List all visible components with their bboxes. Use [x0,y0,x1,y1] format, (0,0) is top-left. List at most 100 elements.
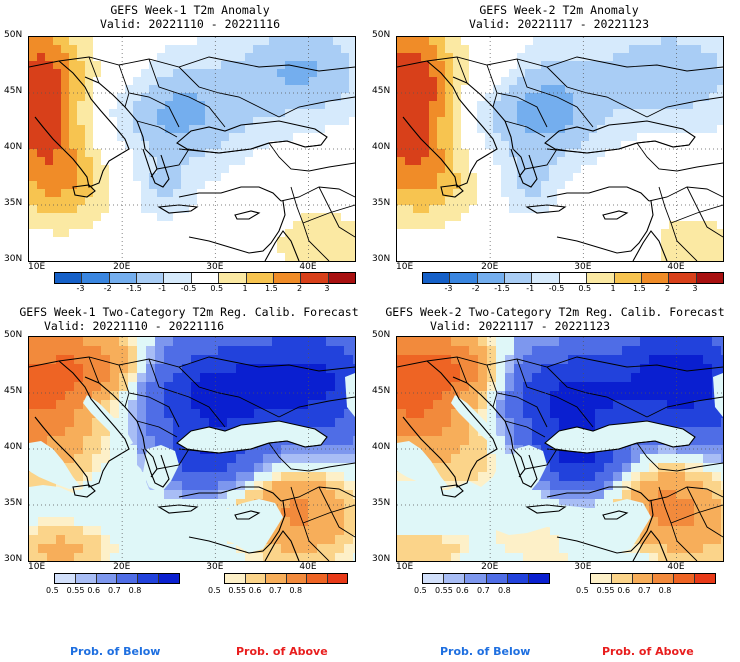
anomaly-cell [101,253,110,261]
probability-cell [676,445,686,455]
anomaly-cell [277,85,286,94]
probability-cell [685,382,695,392]
anomaly-cell [309,181,318,190]
anomaly-cell [421,213,430,222]
anomaly-cell [157,101,166,110]
anomaly-cell [125,229,134,238]
anomaly-cell [333,245,342,254]
probability-cell [326,517,336,527]
anomaly-cell [637,213,646,222]
probability-cell [397,373,407,383]
anomaly-cell [261,45,270,54]
probability-cell [406,427,416,437]
probability-cell [433,346,443,356]
probability-cell [460,454,470,464]
border-5 [124,392,130,408]
probability-cell [460,553,470,561]
anomaly-cell [437,157,446,166]
anomaly-cell [333,189,342,198]
probability-cell [667,463,677,473]
anomaly-cell [621,125,630,134]
anomaly-cell [149,213,158,222]
anomaly-cell [269,221,278,230]
anomaly-cell [29,101,38,110]
anomaly-cell [493,229,502,238]
probability-cell [317,454,327,464]
probability-cell [200,364,210,374]
anomaly-cell [429,245,438,254]
probability-cell [559,382,569,392]
anomaly-cell [261,109,270,118]
probability-cell [272,472,282,482]
probability-cell [442,391,452,401]
probability-cell [658,391,668,401]
anomaly-cell [253,37,262,46]
anomaly-cell [533,77,542,86]
anomaly-cell [125,69,134,78]
probability-cell [640,544,650,554]
probability-cell [694,535,704,545]
probability-cell [326,544,336,554]
anomaly-cell [589,85,598,94]
probability-cell [344,364,354,374]
probability-cell [487,364,497,374]
anomaly-cell [277,173,286,182]
anomaly-cell [709,109,718,118]
anomaly-cell [525,245,534,254]
probability-cell [344,337,354,347]
anomaly-cell [93,149,102,158]
anomaly-cell [285,221,294,230]
probability-cell [460,337,470,347]
anomaly-cell [557,245,566,254]
probability-cell [451,445,461,455]
anomaly-cell [349,229,355,238]
probability-cell [335,490,345,500]
probability-cell [595,373,605,383]
anomaly-cell [61,61,70,70]
probability-cell [353,508,355,518]
anomaly-cell [541,157,550,166]
anomaly-cell [165,165,174,174]
probability-cell [155,373,165,383]
anomaly-cell [661,109,670,118]
probability-cell [317,481,327,491]
anomaly-cell [669,61,678,70]
anomaly-cell [181,213,190,222]
probability-cell [604,553,614,561]
anomaly-cell [269,149,278,158]
anomaly-cell [157,229,166,238]
anomaly-cell [429,197,438,206]
probability-cell [568,553,578,561]
anomaly-cell [301,37,310,46]
anomaly-cell [221,205,230,214]
coastline-3 [510,148,538,188]
border-0 [29,56,240,68]
anomaly-cell [317,197,326,206]
anomaly-cell [517,141,526,150]
probability-cell [83,463,93,473]
anomaly-cell [557,149,566,158]
probability-cell [712,553,722,561]
probability-cell [676,337,686,347]
anomaly-cell [549,213,558,222]
anomaly-cell [701,77,710,86]
anomaly-cell [589,45,598,54]
anomaly-cell [565,229,574,238]
anomaly-cell [597,165,606,174]
probability-cell [299,445,309,455]
anomaly-cell [453,173,462,182]
anomaly-cell [429,181,438,190]
probability-cell [101,463,111,473]
anomaly-cell [157,109,166,118]
probability-cell [541,427,551,437]
anomaly-cell [485,61,494,70]
anomaly-cell [269,53,278,62]
anomaly-cell [93,109,102,118]
anomaly-cell [597,117,606,126]
anomaly-cell [429,229,438,238]
anomaly-cell [565,37,574,46]
anomaly-cell [653,37,662,46]
anomaly-cell [261,133,270,142]
anomaly-cell [269,229,278,238]
probability-cell [209,355,219,365]
